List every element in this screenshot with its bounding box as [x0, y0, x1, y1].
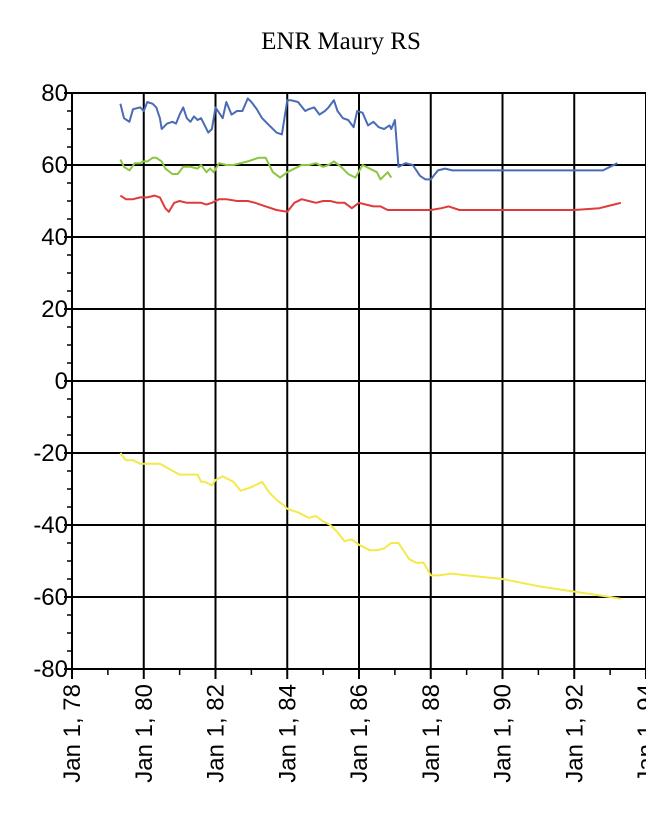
x-tick-label: Jan 1, 80: [131, 684, 158, 783]
x-tick-label: Jan 1, 88: [418, 684, 445, 783]
series-line-2: [119, 156, 393, 181]
y-tick-label: -20: [33, 440, 68, 467]
x-tick-label: Jan 1, 90: [490, 684, 517, 783]
y-tick-label: -80: [33, 656, 68, 683]
x-tick-label: Jan 1, 94: [633, 684, 646, 783]
series-line-4: [119, 452, 622, 600]
y-tick-label: -40: [33, 512, 68, 539]
y-tick-label: 0: [55, 368, 68, 395]
y-tick-label: 60: [41, 152, 68, 179]
series-line-1: [119, 97, 618, 181]
x-tick-label: Jan 1, 82: [203, 684, 230, 783]
y-tick-label: 40: [41, 224, 68, 251]
series-line-3: [119, 194, 622, 213]
y-tick-label: 20: [41, 296, 68, 323]
y-tick-label: 80: [41, 80, 68, 107]
chart-title: ENR Maury RS: [261, 28, 421, 55]
y-tick-label: -60: [33, 584, 68, 611]
x-tick-label: Jan 1, 84: [274, 684, 301, 783]
x-tick-label: Jan 1, 78: [59, 684, 86, 783]
x-tick-label: Jan 1, 86: [346, 684, 373, 783]
x-tick-label: Jan 1, 92: [561, 684, 588, 783]
